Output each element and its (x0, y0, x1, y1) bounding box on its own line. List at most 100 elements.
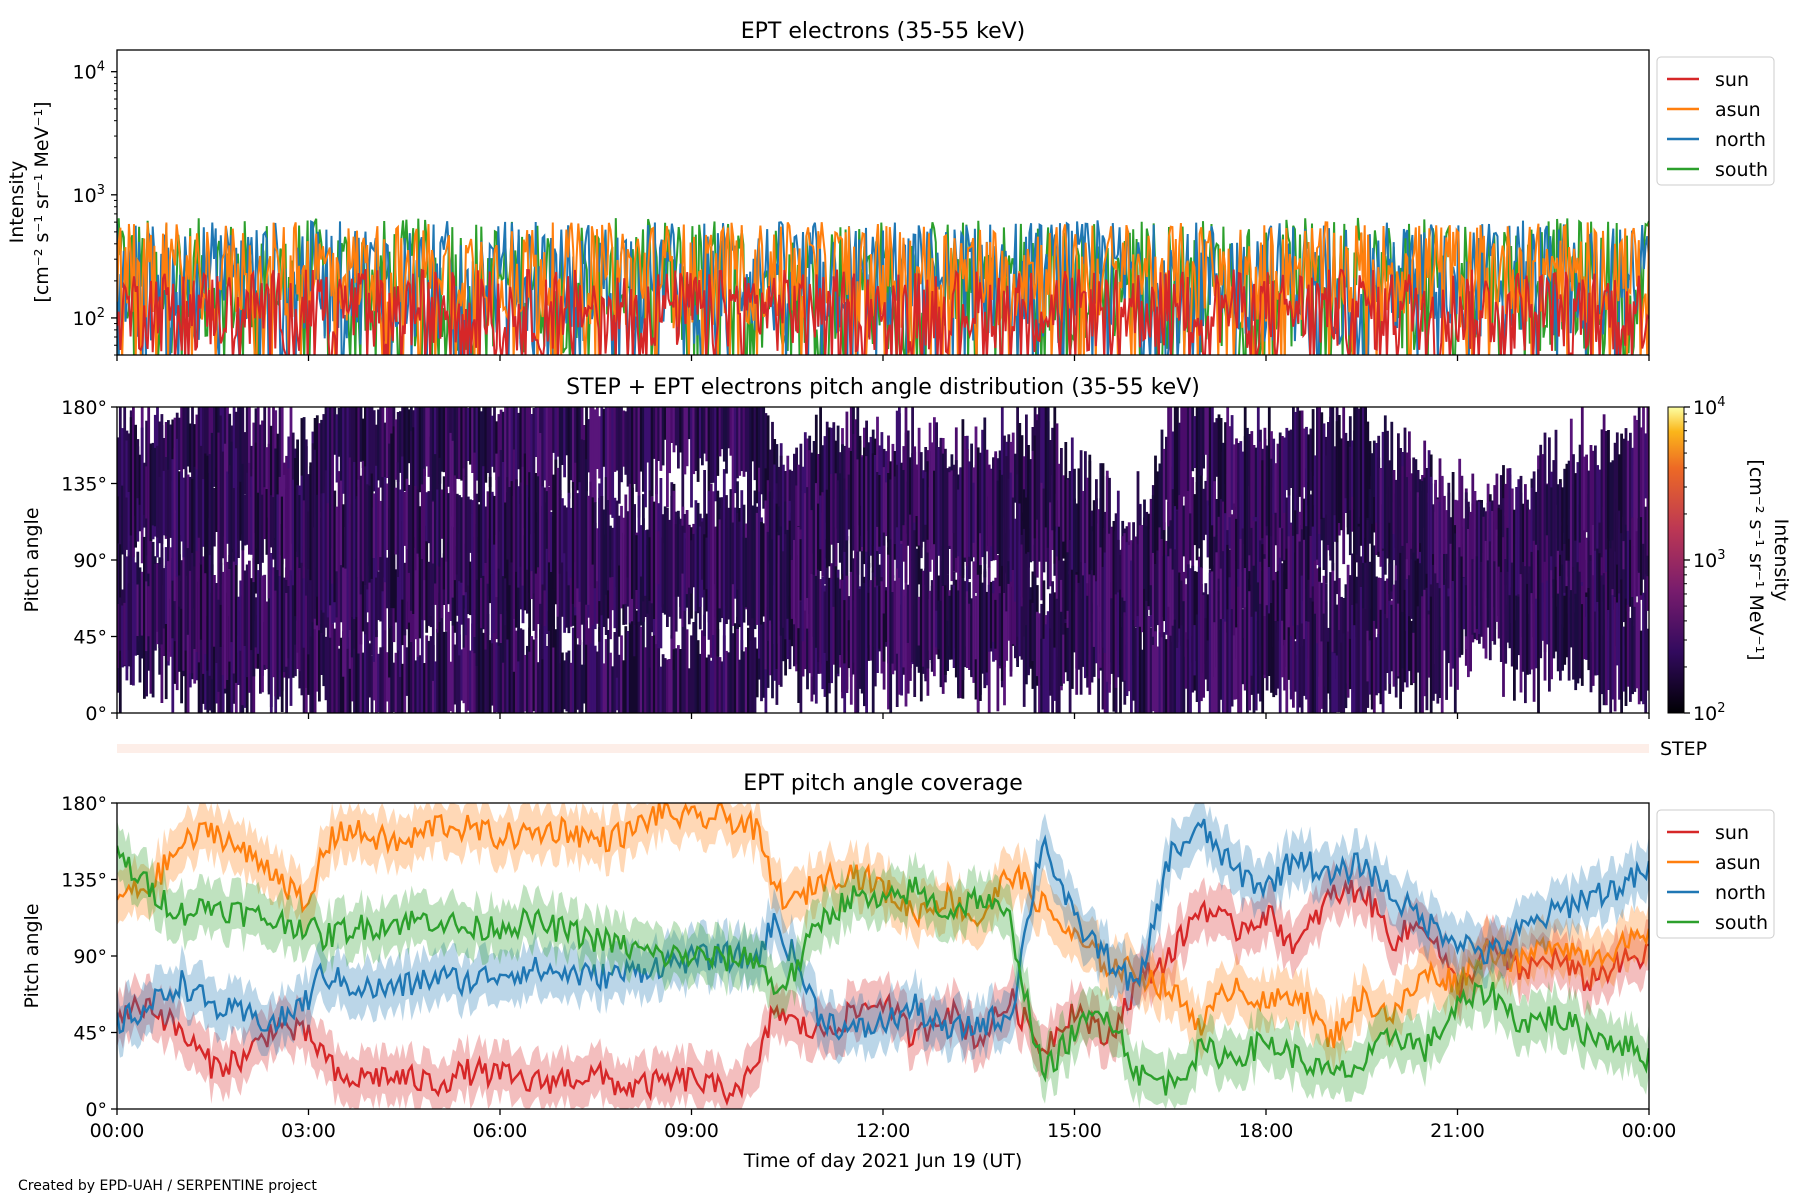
panel2-x-ticks (116, 713, 1650, 719)
heatmap-cell (1462, 518, 1466, 577)
heatmap-cell (679, 649, 682, 713)
heatmap-cell (821, 445, 825, 513)
heatmap-cell (694, 605, 698, 713)
heatmap-cell (1329, 642, 1332, 713)
heatmap-cell (1644, 433, 1648, 499)
heatmap-cell (561, 550, 564, 617)
heatmap-cell (342, 516, 345, 677)
heatmap-cell (1239, 613, 1243, 713)
heatmap-cell (1224, 422, 1227, 514)
heatmap-cell (1519, 475, 1523, 588)
heatmap-cell (298, 495, 302, 568)
heatmap-cell (1618, 593, 1621, 700)
legend-label-asun: asun (1715, 99, 1761, 121)
heatmap-cell (1567, 525, 1571, 577)
heatmap-cell (1237, 586, 1240, 713)
series-line-asun (117, 221, 1649, 355)
heatmap-cell (639, 529, 643, 626)
heatmap-cell (1329, 572, 1332, 700)
heatmap-cell (642, 407, 645, 492)
heatmap-cell (1031, 602, 1035, 661)
heatmap-cell (1305, 621, 1308, 700)
heatmap-cell (370, 407, 374, 499)
heatmap-cell (1305, 539, 1308, 659)
heatmap-cell (694, 500, 698, 612)
heatmap-cell (1246, 427, 1249, 550)
legend-label-south: south (1715, 159, 1768, 181)
heatmap-cell (521, 466, 525, 586)
heatmap-cell (1499, 509, 1503, 610)
heatmap-cell (1211, 407, 1214, 526)
heatmap-cell (902, 470, 906, 526)
heatmap-cell (519, 407, 523, 504)
heatmap-cell (121, 450, 124, 555)
heatmap-cell (1040, 638, 1044, 713)
heatmap-cell (458, 533, 461, 656)
heatmap-cell (451, 440, 455, 598)
heatmap-cell (679, 518, 682, 619)
heatmap-cell (1208, 572, 1212, 713)
heatmap-cell (1182, 505, 1186, 557)
heatmap-cell (674, 648, 678, 713)
heatmap-cell (530, 636, 534, 713)
heatmap-cell (199, 445, 203, 565)
heatmap-cell (1154, 631, 1157, 713)
heatmap-cell (1156, 471, 1160, 551)
heatmap-cell (1228, 577, 1232, 713)
heatmap-cell (285, 488, 288, 580)
heatmap-cell (729, 489, 733, 660)
heatmap-cell (366, 622, 369, 713)
heatmap-cell (215, 407, 218, 491)
heatmap-cell (1464, 492, 1468, 587)
heatmap-cell (604, 477, 608, 595)
heatmap-cell (1184, 407, 1188, 506)
heatmap-cell (718, 407, 722, 457)
heatmap-cell (1576, 562, 1580, 684)
heatmap-cell (331, 548, 334, 624)
heatmap-cell (1401, 466, 1405, 546)
heatmap-cell (902, 589, 906, 668)
heatmap-cell (164, 565, 168, 700)
heatmap-cell (1250, 463, 1254, 585)
heatmap-cell (232, 488, 236, 562)
heatmap-cell (1346, 564, 1350, 684)
heatmap-cell (145, 466, 148, 519)
heatmap-cell (243, 432, 247, 495)
heatmap-cell (1355, 603, 1359, 713)
heatmap-cell (416, 407, 420, 522)
heatmap-cell (1537, 550, 1540, 713)
panel1-ylabel-line1: Intensity (6, 161, 28, 244)
heatmap-cell (429, 436, 433, 617)
heatmap-cell (199, 407, 203, 482)
heatmap-cell (335, 568, 339, 618)
heatmap-cell (793, 540, 796, 625)
heatmap-cell (1272, 487, 1276, 582)
heatmap-cell (1246, 560, 1249, 713)
heatmap-cell (280, 496, 284, 556)
heatmap-cell (1524, 566, 1527, 704)
heatmap-cell (878, 586, 882, 649)
heatmap-cell (552, 626, 555, 713)
heatmap-cell (1556, 484, 1560, 551)
heatmap-cell (1370, 608, 1374, 710)
heatmap-cell (552, 474, 555, 589)
heatmap-cell (1388, 486, 1392, 595)
heatmap-cell (1425, 548, 1429, 623)
heatmap-cell (633, 504, 636, 625)
heatmap-cell (1362, 407, 1365, 563)
heatmap-cell (171, 459, 175, 581)
heatmap-cell (1447, 482, 1451, 589)
heatmap-cell (1594, 611, 1597, 676)
heatmap-cell (1123, 542, 1127, 601)
heatmap-cell (1184, 584, 1188, 657)
heatmap-cell (1480, 561, 1483, 637)
heatmap-cell (1018, 547, 1022, 614)
heatmap-cell (545, 407, 549, 503)
heatmap-cell (655, 623, 658, 713)
heatmap-cell (670, 482, 674, 639)
heatmap-cell (1053, 647, 1057, 701)
heatmap-cell (410, 588, 413, 713)
heatmap-cell (248, 462, 251, 555)
heatmap-cell (1259, 603, 1262, 702)
heatmap-cell (1598, 553, 1602, 713)
